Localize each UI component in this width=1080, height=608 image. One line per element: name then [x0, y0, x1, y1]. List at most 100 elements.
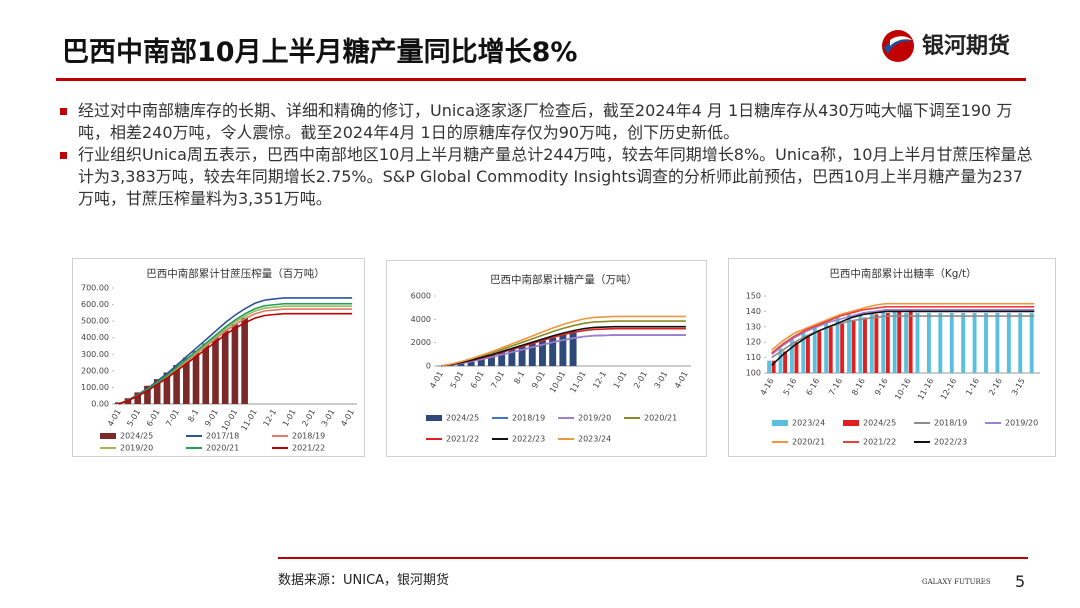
legend-label: 2020/21	[792, 438, 825, 447]
page-number: 5	[1015, 572, 1026, 591]
y-tick-label: 140	[746, 307, 761, 316]
legend-label: 2022/23	[934, 438, 967, 447]
bullet-list: 经过对中南部糖库存的长期、详细和精确的修订，Unica逐家逐厂检查后，截至202…	[58, 100, 1033, 210]
y-tick-label: 130	[746, 322, 761, 331]
legend-label: 2019/20	[1005, 419, 1038, 428]
chart-title: 巴西中南部累计甘蔗压榨量（百万吨）	[146, 267, 325, 280]
legend-label: 2018/19	[512, 414, 545, 423]
x-tick-label: 12-16	[939, 377, 958, 402]
bar	[851, 320, 856, 373]
bar	[789, 339, 794, 373]
footer-brand: GALAXY FUTURES	[922, 578, 991, 586]
y-tick-label: 200.00	[81, 366, 109, 375]
y-tick-label: 4000	[411, 315, 431, 324]
bar	[163, 372, 171, 404]
x-tick-label: 2-01	[632, 370, 649, 390]
legend-label: 2020/21	[206, 444, 239, 453]
bar	[173, 365, 180, 404]
series-line	[771, 309, 1035, 356]
x-tick-label: 1-16	[964, 377, 981, 397]
bar	[778, 348, 783, 373]
source-note: 数据来源：UNICA，银河期货	[278, 573, 450, 588]
x-tick-label: 5-16	[782, 377, 799, 397]
x-tick-label: 6-16	[804, 377, 821, 397]
bar	[949, 312, 954, 373]
bar	[881, 311, 886, 373]
bar	[528, 343, 536, 366]
y-tick-label: 2000	[411, 338, 431, 347]
x-tick-label: 5-01	[449, 370, 466, 390]
chart-frame	[386, 260, 707, 457]
series-line	[771, 310, 1035, 366]
bar	[801, 331, 806, 373]
legend-label: 2021/22	[292, 444, 325, 453]
bar	[926, 312, 931, 373]
series-line	[118, 302, 353, 405]
bar	[874, 314, 879, 373]
bar	[824, 322, 829, 373]
x-tick-label: 5-01	[125, 408, 142, 428]
bar	[508, 349, 516, 366]
chart-title: 巴西中南部累计糖产量（万吨）	[490, 273, 637, 286]
x-tick-label: 9-01	[203, 408, 220, 428]
bar	[858, 312, 863, 373]
bar	[771, 360, 776, 373]
y-tick-label: 0	[426, 362, 431, 371]
logo-text: 银河期货	[922, 33, 1010, 59]
x-tick-label: 4-01	[428, 370, 445, 390]
x-tick-label: 3-15	[1010, 377, 1027, 397]
legend-label: 2019/20	[120, 444, 153, 453]
chart-frame	[72, 258, 365, 457]
legend-label: 2024/25	[446, 414, 479, 423]
x-tick-label: 4-16	[759, 377, 776, 397]
logo: 银河期货	[878, 26, 1028, 70]
x-tick-label: 10-01	[548, 370, 567, 395]
legend-label: 2017/18	[206, 432, 239, 441]
x-tick-label: 4-01	[673, 370, 690, 390]
legend-label: 2021/22	[863, 438, 896, 447]
y-tick-label: 100	[746, 369, 761, 378]
y-tick-label: 700.00	[81, 284, 109, 293]
bar	[221, 330, 229, 404]
bar	[467, 360, 475, 366]
y-tick-label: 400.00	[81, 333, 109, 342]
bar	[134, 392, 142, 404]
bar	[817, 331, 822, 373]
bar	[908, 309, 913, 373]
x-tick-label: 2-16	[987, 377, 1004, 397]
bar	[885, 312, 890, 373]
x-tick-label: 6-01	[469, 370, 486, 390]
x-tick-label: 3-01	[653, 370, 670, 390]
bar	[457, 362, 465, 366]
legend-label: 2018/19	[292, 432, 325, 441]
x-tick-label: 6-01	[145, 408, 162, 428]
series-line	[771, 315, 1035, 359]
bar	[549, 337, 557, 366]
bar	[477, 357, 485, 366]
y-tick-label: 300.00	[81, 350, 109, 359]
legend-label: 2022/23	[512, 435, 545, 444]
bar	[569, 331, 577, 366]
legend-label: 2023/24	[792, 419, 825, 428]
bar	[192, 350, 200, 404]
bar	[892, 311, 897, 373]
x-tick-label: 8-16	[850, 377, 867, 397]
chart: 巴西中南部累计出糖率（Kg/t） 100 110 120 130 140 150 4-16 5-…	[728, 258, 1056, 457]
bar	[767, 360, 772, 373]
bar	[183, 357, 190, 404]
x-tick-label: 12-1	[591, 370, 608, 390]
series-line	[118, 312, 353, 405]
x-tick-label: 9-16	[873, 377, 890, 397]
x-tick-label: 8-1	[186, 408, 200, 424]
y-tick-label: 6000	[411, 292, 431, 301]
y-tick-label: 0.00	[91, 400, 109, 409]
series-line	[771, 302, 1035, 351]
y-tick-label: 500.00	[81, 317, 109, 326]
x-tick-label: 10-01	[220, 408, 239, 433]
bar	[828, 326, 833, 373]
series-line	[118, 297, 353, 405]
series-line	[771, 305, 1035, 354]
bar	[783, 351, 788, 373]
footer-rule	[278, 557, 1028, 559]
